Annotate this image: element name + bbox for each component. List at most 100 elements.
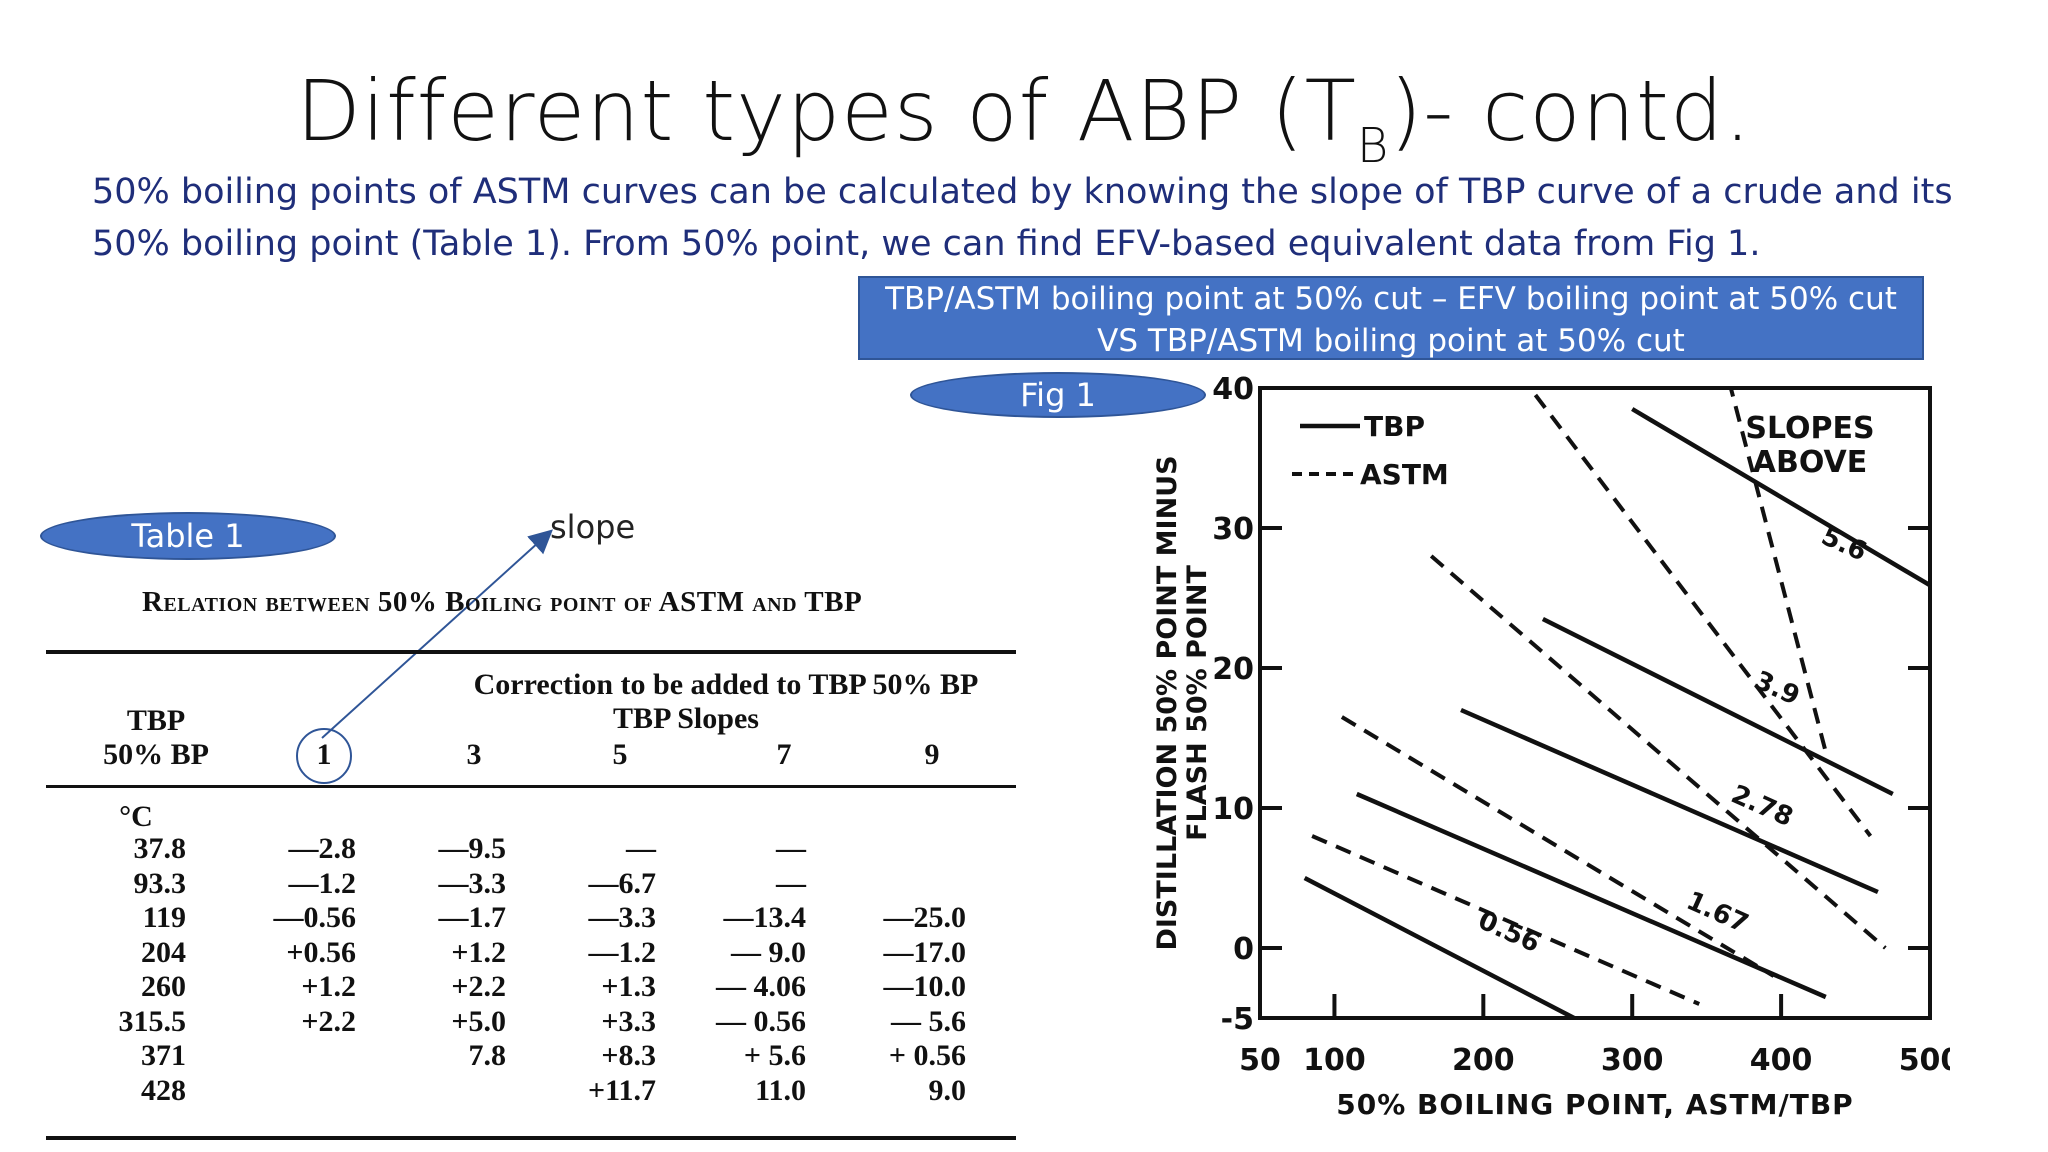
curve-label: 2.78: [1727, 780, 1798, 834]
y-axis-label-1: DISTILLATION 50% POINT MINUS: [1152, 455, 1183, 950]
table-cell: — 0.56: [716, 1004, 806, 1038]
x-tick-label: 50: [1239, 1043, 1281, 1078]
x-tick-label: 400: [1750, 1043, 1813, 1078]
series-line-astm: [1533, 393, 1873, 838]
table-cell: 11.0: [755, 1073, 806, 1107]
table-cell: — 4.06: [716, 970, 806, 1003]
table-cell: +1.2: [451, 935, 506, 969]
table-cell: +8.3: [601, 1039, 656, 1072]
table-cell: —: [776, 866, 806, 900]
table-cell: — 5.6: [891, 1004, 966, 1038]
table-1: Relation between 50% Boiling point of AS…: [46, 580, 1016, 1140]
x-tick-label: 200: [1452, 1043, 1515, 1078]
unit-label: °C: [119, 800, 153, 833]
table-cell: + 0.56: [888, 1039, 966, 1072]
x-tick-label: 500: [1899, 1043, 1950, 1078]
table-cell: —9.5: [438, 832, 507, 865]
legend-tbp-label: TBP: [1364, 410, 1425, 443]
slopes-title-line-1: SLOPES: [1745, 411, 1874, 446]
table-caption: Relation between 50% Boiling point of AS…: [142, 586, 863, 618]
series-line-tbp: [1355, 791, 1827, 1000]
table-cell: —13.4: [723, 901, 807, 934]
y-tick-label: 30: [1212, 512, 1254, 547]
figure-header-box: TBP/ASTM boiling point at 50% cut – EFV …: [858, 276, 1924, 360]
series-line-astm: [1728, 388, 1828, 753]
table-cell: +1.3: [601, 970, 656, 1003]
series-line-tbp: [1631, 407, 1930, 588]
table-cell: +11.7: [588, 1073, 656, 1107]
series-line-astm: [1429, 554, 1887, 950]
x-axis-label: 50% BOILING POINT, ASTM/TBP: [1336, 1088, 1853, 1121]
table-cell: 7.8: [468, 1039, 507, 1072]
legend-astm-label: ASTM: [1360, 458, 1449, 491]
table-row-bp: 204: [141, 935, 186, 969]
slopes-title-line-2: ABOVE: [1753, 445, 1868, 480]
slope-1-circle: [296, 728, 352, 784]
title-subscript: B: [1356, 118, 1390, 174]
x-tick-label: 300: [1601, 1043, 1664, 1078]
table-cell: —3.3: [438, 866, 507, 900]
table-row-bp: 428: [141, 1073, 186, 1107]
table-row-bp: 371: [141, 1039, 186, 1072]
slope-header-3: 3: [466, 738, 482, 771]
table-cell: —10.0: [883, 970, 967, 1003]
plot-frame: [1258, 386, 1932, 1020]
y-tick-label: -5: [1221, 1002, 1254, 1037]
series-line-tbp: [1460, 707, 1879, 895]
table-cell: —: [626, 832, 656, 865]
table-cell: +5.0: [451, 1004, 506, 1038]
series-line-tbp: [1303, 876, 1579, 1018]
series-line-astm: [1311, 834, 1701, 1006]
table-cell: —25.0: [883, 901, 967, 934]
table-cell: —2.8: [288, 832, 357, 865]
table-cell: —1.2: [288, 866, 357, 900]
table-bottom-rule: [46, 1136, 1016, 1140]
table-1-label: Table 1: [40, 512, 336, 560]
y-tick-label: 20: [1212, 652, 1254, 687]
table-top-rule: [46, 650, 1016, 654]
slope-header-9: 9: [924, 738, 940, 771]
table-row-bp: 93.3: [133, 866, 187, 900]
slide-title: Different types of ABP (TB)- contd.: [0, 62, 2048, 174]
series-line-astm: [1340, 715, 1775, 978]
table-row-bp: 260: [141, 970, 186, 1003]
table-row-bp: 315.5: [118, 1004, 187, 1038]
intro-line-1: 50% boiling points of ASTM curves can be…: [92, 172, 1953, 212]
intro-text: 50% boiling points of ASTM curves can be…: [92, 166, 1972, 270]
x-tick-label: 100: [1303, 1043, 1366, 1078]
title-main: Different types of ABP (T: [296, 62, 1357, 160]
table-cell: + 5.6: [743, 1039, 806, 1072]
figure-header-line-2: VS TBP/ASTM boiling point at 50% cut: [1097, 323, 1685, 359]
table-cell: —17.0: [883, 935, 967, 969]
series-group: [1303, 388, 1930, 1018]
intro-line-2: 50% boiling point (Table 1). From 50% po…: [92, 224, 1761, 264]
table-cell: +3.3: [601, 1004, 656, 1038]
curve-label: 0.56: [1474, 906, 1545, 960]
series-line-tbp: [1541, 616, 1894, 797]
table-cell: —0.56: [273, 901, 357, 934]
table-row-header-1: TBP: [126, 704, 186, 737]
table-cell: —3.3: [588, 901, 657, 934]
curve-label: 5.6: [1817, 521, 1871, 567]
table-cell: — 9.0: [731, 935, 806, 969]
title-end: )- contd.: [1389, 62, 1752, 160]
curve-label: 1.67: [1682, 886, 1753, 940]
table-cell: —1.2: [588, 935, 657, 969]
y-tick-label: 0: [1233, 932, 1254, 967]
fig-1-label: Fig 1: [910, 372, 1206, 418]
slope-header-7: 7: [776, 738, 792, 771]
table-row-bp: 37.8: [133, 832, 187, 865]
table-cell: +2.2: [301, 1004, 356, 1038]
table-group-header: Correction to be added to TBP 50% BP: [473, 668, 979, 701]
table-cell: +0.56: [286, 935, 356, 969]
table-row-header-2: 50% BP: [103, 738, 209, 771]
table-cell: 9.0: [928, 1073, 967, 1107]
table-sub-header: TBP Slopes: [613, 702, 759, 735]
slope-annotation: slope: [550, 508, 636, 546]
table-header-rule: [46, 785, 1016, 788]
table-cell: —1.7: [438, 901, 507, 934]
table-cell: +1.2: [301, 970, 356, 1003]
y-tick-label: 40: [1212, 372, 1254, 407]
